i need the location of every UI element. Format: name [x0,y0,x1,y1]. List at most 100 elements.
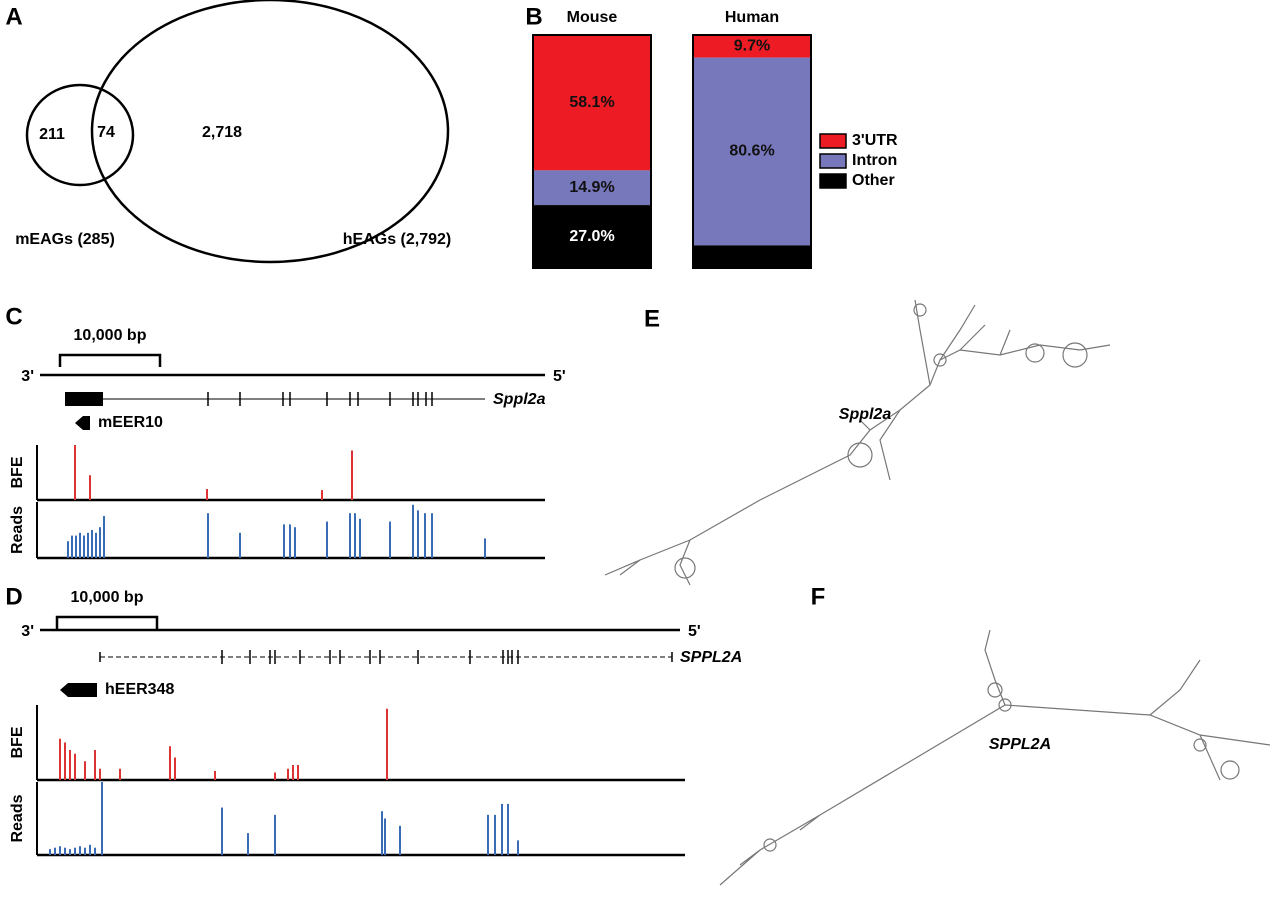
signal-bar [169,746,171,780]
signal-bar [83,535,85,558]
scale-label: 10,000 bp [74,327,147,344]
region-count: 74 [97,124,115,141]
signal-bar [517,840,519,855]
signal-bar [54,847,56,855]
signal-bar [501,803,503,855]
bar-segment [533,205,651,268]
signal-bar [206,489,208,500]
scale-bar [58,353,162,367]
value-label: 58.1% [569,94,614,111]
element-arrow [60,683,97,697]
signal-bar [297,765,299,780]
signal-bar [74,445,76,500]
signal-bar [59,846,61,855]
signal-bar [103,516,105,558]
legend-label: Other [852,172,895,189]
set-label: hEAGs (2,792) [343,231,451,248]
signal-bar [84,847,86,855]
signal-bar [389,521,391,558]
strand-end: 5' [553,368,566,385]
structure-label: SPPL2A [989,736,1051,753]
bar-outline [692,34,812,269]
signal-bar [384,818,386,855]
panel-letter: A [5,3,22,30]
signal-bar [99,527,101,558]
signal-bar [292,765,294,780]
signal-bar [239,532,241,558]
signal-bar [79,532,81,558]
signal-bar [351,450,353,500]
signal-bar [287,768,289,780]
panel-letter: E [644,305,660,332]
signal-bar [59,738,61,780]
signal-bar [99,768,101,780]
signal-bar [349,513,351,558]
signal-bar [89,844,91,855]
set-circle [90,0,450,264]
signal-bar [359,518,361,558]
signal-bar [79,846,81,855]
signal-bar [417,510,419,558]
rna-structure-e [604,299,1111,586]
signal-bar [412,504,414,558]
signal-bar [174,757,176,780]
legend-swatch [819,153,847,169]
signal-bar [74,753,76,780]
bar-outline [532,34,652,269]
legend-label: 3'UTR [852,132,898,149]
track-name: Reads [9,794,26,842]
signal-bar [67,541,69,558]
signal-bar [207,513,209,558]
set-circle [25,83,135,187]
scale-bar [55,615,159,629]
signal-bar [101,782,103,855]
signal-bar [294,527,296,558]
structure-label: Sppl2a [839,406,892,423]
signal-bar [74,847,76,855]
strand-end: 3' [21,623,34,640]
signal-bar [214,771,216,780]
element-name: mEER10 [98,414,163,431]
signal-bar [247,833,249,855]
gene-name: SPPL2A [680,649,742,666]
signal-bar [94,750,96,780]
signal-bar [487,814,489,855]
bar-segment [533,170,651,206]
signal-bar [494,814,496,855]
signal-bar [69,750,71,780]
signal-bar [64,847,66,855]
legend-swatch [819,133,847,149]
legend-swatch [819,173,847,189]
signal-bar [71,535,73,558]
signal-bar [69,849,71,855]
category-label: Mouse [567,9,618,26]
signal-bar [381,811,383,855]
utr-box [65,392,103,406]
strand-end: 5' [688,623,701,640]
category-label: Human [725,9,779,26]
signal-bar [399,825,401,855]
signal-bar [431,513,433,558]
signal-bar [119,768,121,780]
panel-letter: D [5,583,22,610]
signal-bar [274,772,276,780]
signal-bar [283,524,285,558]
signal-bar [386,708,388,780]
element-arrow [75,416,90,430]
track-name: BFE [9,726,26,758]
signal-bar [64,742,66,780]
value-label: 27.0% [569,228,614,245]
region-count: 211 [39,126,65,143]
signal-bar [289,524,291,558]
bar-segment [693,57,811,246]
panel-letter: C [5,303,22,330]
signal-bar [84,761,86,780]
rna-structure-f [719,629,1271,886]
signal-bar [49,849,51,855]
signal-bar [87,532,89,558]
value-label: 9.7% [734,38,770,55]
bar-segment [693,245,811,268]
panel-letter: B [525,3,542,30]
signal-bar [91,530,93,558]
